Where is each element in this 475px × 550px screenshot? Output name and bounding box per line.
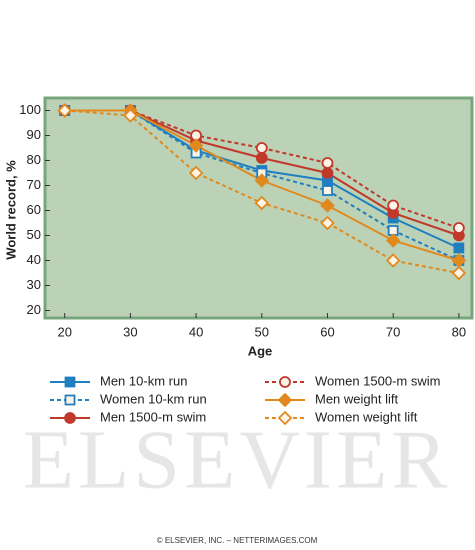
y-axis-label: World record, %	[3, 160, 18, 260]
marker	[321, 157, 334, 169]
legend-label: Men 1500-m swim	[100, 409, 206, 424]
footer: © ELSEVIER, INC. – NETTERIMAGES.COM	[157, 536, 318, 545]
y-tick-label: 20	[27, 302, 41, 317]
marker	[188, 138, 204, 153]
legend-label: Men weight lift	[315, 391, 398, 406]
y-tick-label: 100	[19, 102, 41, 117]
legend-label: Women weight lift	[315, 409, 418, 424]
y-tick-label: 90	[27, 127, 41, 142]
x-tick-label: 50	[255, 324, 269, 339]
y-tick-label: 60	[27, 202, 41, 217]
marker	[385, 233, 401, 248]
legend-marker	[277, 392, 293, 408]
y-tick-label: 80	[27, 152, 41, 167]
plot-area	[43, 96, 474, 320]
watermark: ELSEVIER	[23, 413, 452, 506]
marker	[254, 195, 270, 211]
legend-label: Men 10-km run	[100, 373, 187, 388]
marker	[188, 165, 204, 181]
y-tick-label: 40	[27, 252, 41, 267]
marker	[254, 173, 270, 188]
marker	[320, 198, 335, 213]
marker	[322, 185, 333, 196]
marker	[452, 222, 465, 234]
legend-marker	[64, 394, 76, 406]
marker	[255, 142, 268, 154]
marker	[451, 265, 467, 281]
x-tick-label: 70	[386, 324, 400, 339]
marker	[320, 215, 335, 231]
legend-marker	[279, 376, 291, 388]
marker	[123, 108, 138, 123]
legend-marker	[64, 412, 76, 424]
x-tick-label: 30	[123, 324, 137, 339]
legend-marker	[64, 376, 76, 388]
marker	[385, 253, 401, 268]
x-tick-label: 60	[320, 324, 334, 339]
y-tick-label: 70	[27, 177, 41, 192]
legend-marker	[277, 410, 293, 426]
legend-label: Women 10-km run	[100, 391, 207, 406]
marker	[57, 103, 72, 118]
x-tick-label: 40	[189, 324, 203, 339]
y-tick-label: 30	[27, 277, 41, 292]
y-tick-label: 50	[27, 227, 41, 242]
marker	[453, 242, 465, 254]
x-axis-label: Age	[248, 343, 273, 358]
marker	[387, 199, 400, 212]
marker	[255, 152, 268, 164]
x-tick-label: 20	[57, 324, 71, 339]
legend-label: Women 1500-m swim	[315, 373, 440, 388]
marker	[321, 167, 334, 179]
x-tick-label: 80	[452, 324, 466, 339]
